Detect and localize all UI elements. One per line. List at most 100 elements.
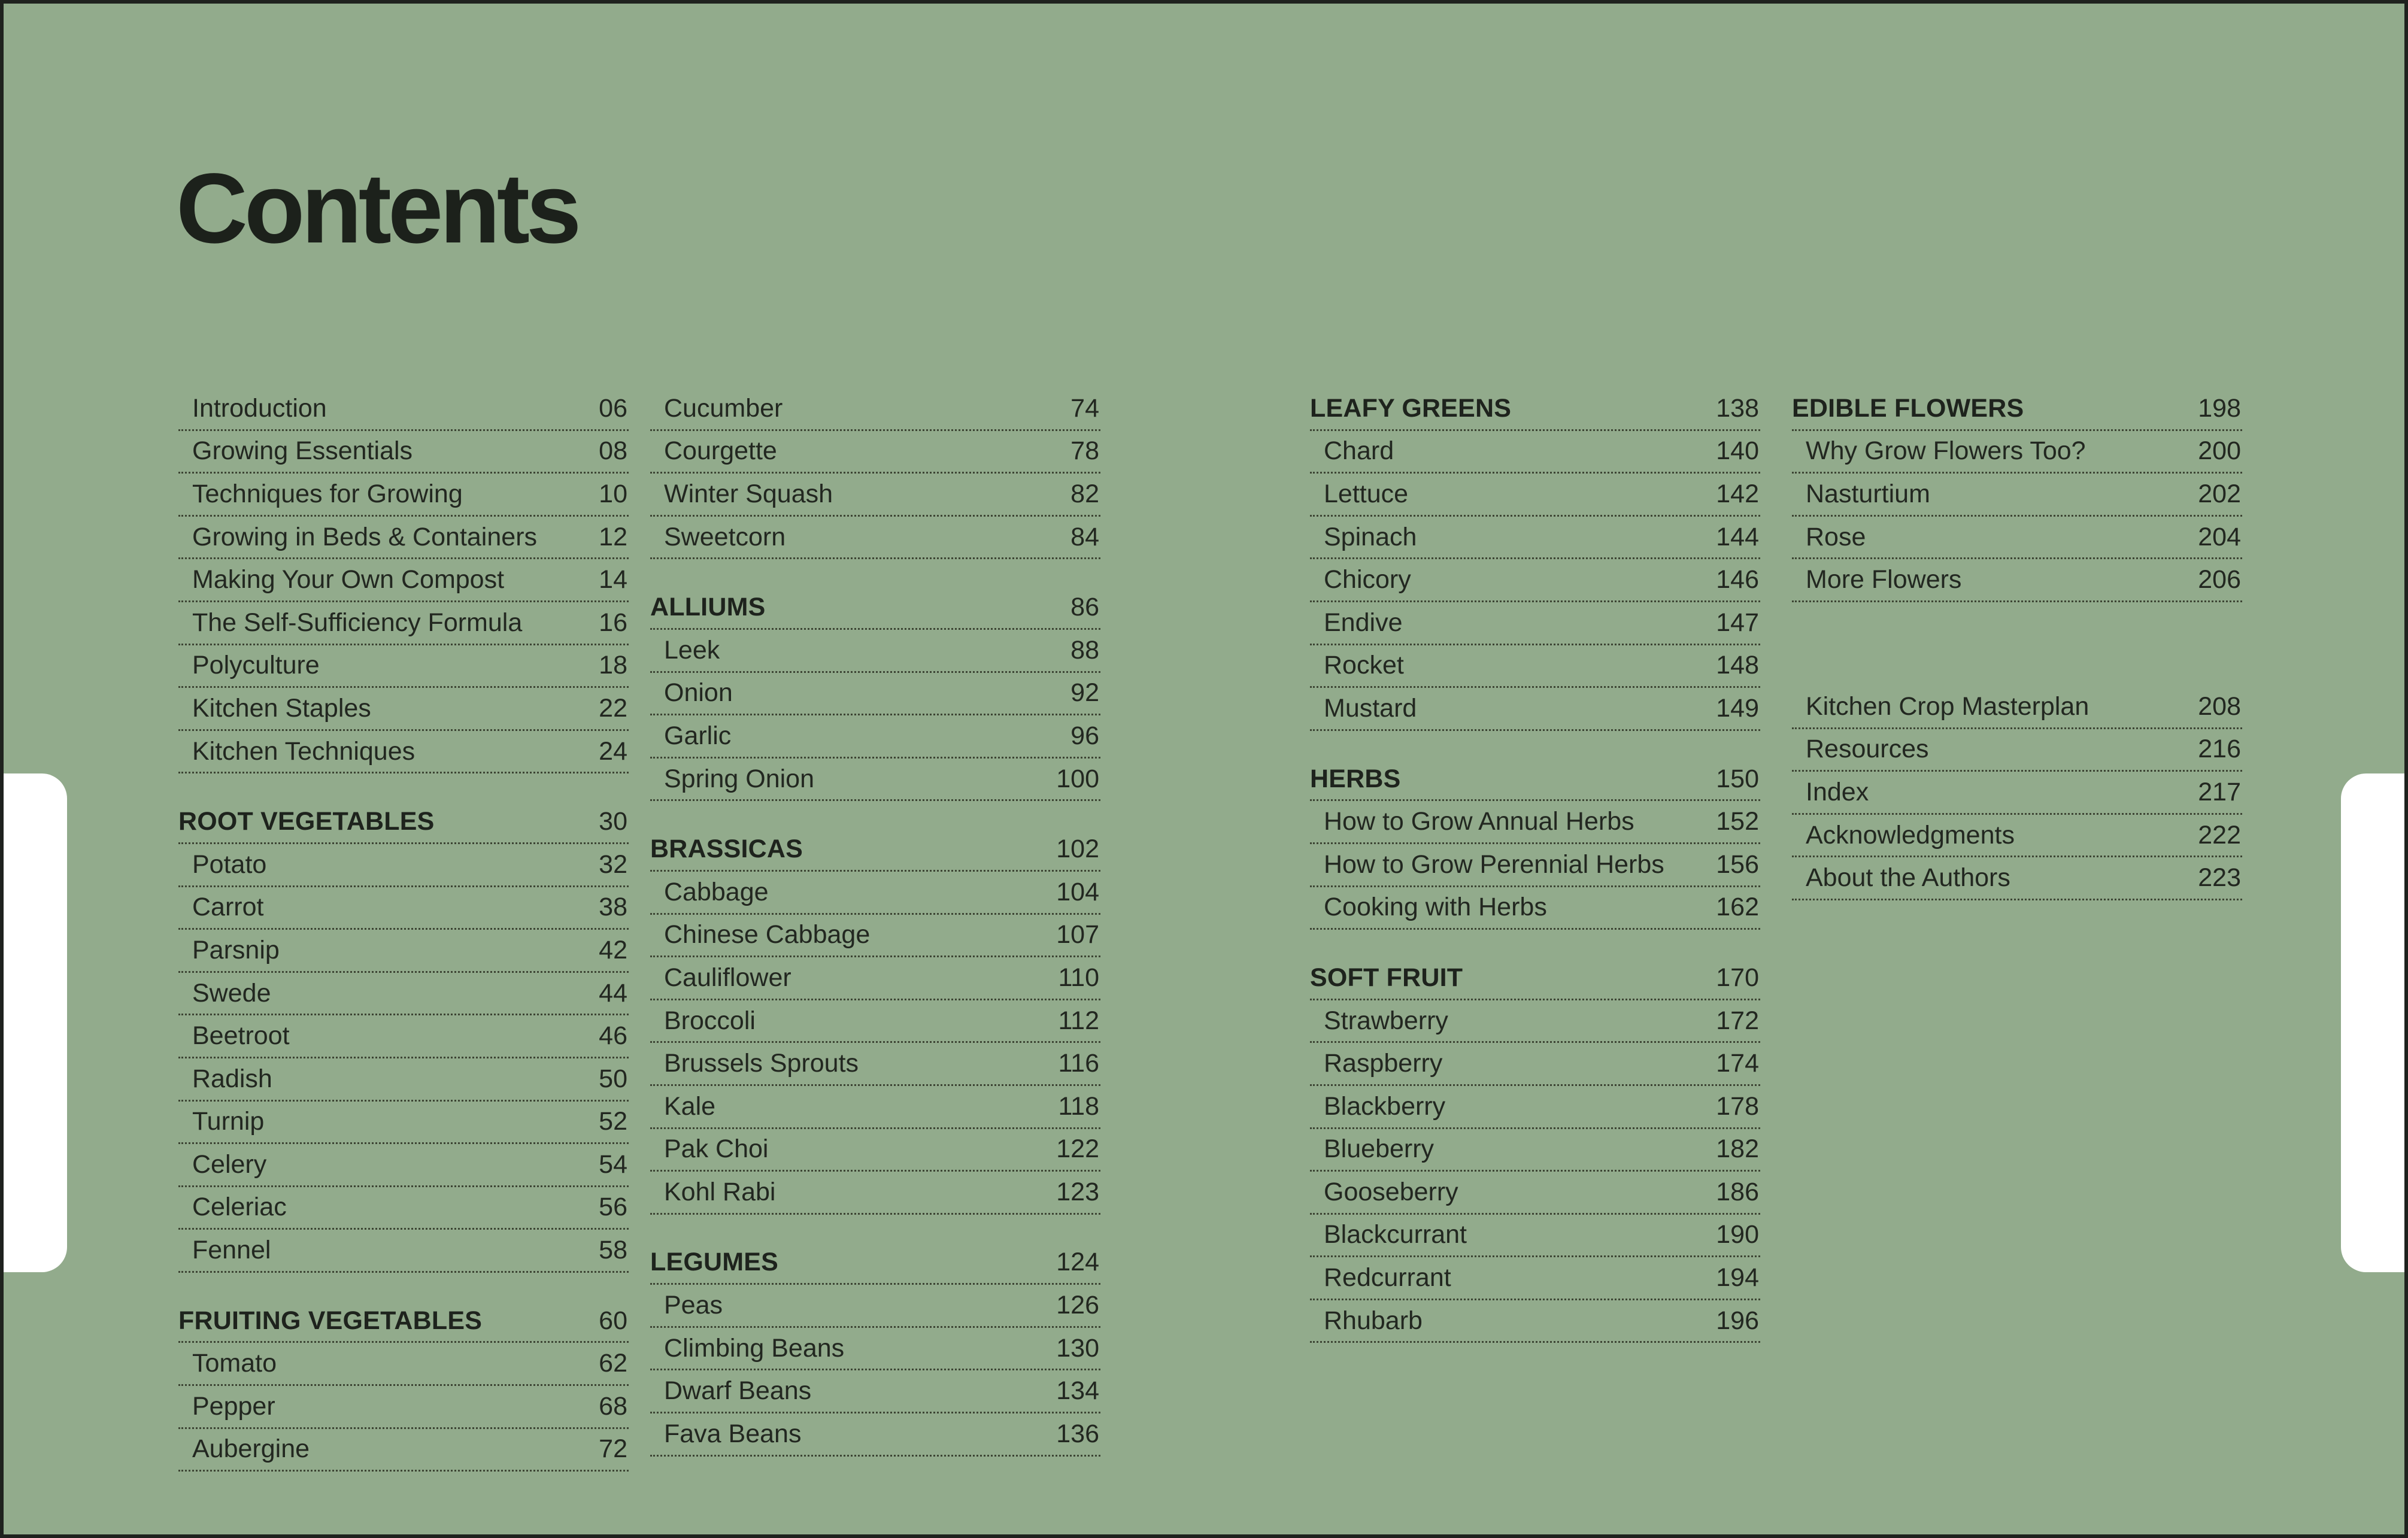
- toc-entry-page-number: 82: [1070, 479, 1099, 508]
- toc-entry-label: Growing Essentials: [192, 436, 413, 466]
- toc-entry-page-number: 146: [1716, 565, 1759, 594]
- toc-section-header-label: EDIBLE FLOWERS: [1792, 393, 2024, 423]
- toc-column-2: Cucumber 74 Courgette 78 Winter Squash 82 Swee…: [650, 388, 1100, 1457]
- toc-entry: About the Authors 223: [1792, 857, 2242, 900]
- toc-section-header-label: BRASSICAS: [650, 835, 803, 864]
- toc-entry: Redcurrant 194: [1310, 1257, 1760, 1300]
- toc-entry: Kitchen Crop Masterplan 208: [1792, 686, 2242, 729]
- toc-section-header-label: LEGUMES: [650, 1248, 779, 1277]
- toc-entry-label: Resources: [1806, 735, 1929, 764]
- toc-entry: Cabbage 104: [650, 872, 1100, 915]
- toc-section-header: BRASSICAS 102: [650, 829, 1100, 872]
- toc-entry: Winter Squash 82: [650, 474, 1100, 517]
- toc-entry-label: Celery: [192, 1149, 267, 1179]
- toc-entry: Chinese Cabbage 107: [650, 915, 1100, 958]
- toc-entry-label: Cucumber: [664, 393, 783, 423]
- toc-entry-label: Peas: [664, 1291, 723, 1320]
- toc-group: Kitchen Crop Masterplan 208 Resources 216 In…: [1792, 686, 2242, 900]
- toc-entry-page-number: 186: [1716, 1177, 1759, 1206]
- toc-entry-label: Endive: [1324, 608, 1403, 637]
- toc-entry-label: How to Grow Perennial Herbs: [1324, 850, 1664, 879]
- toc-entry-label: Kale: [664, 1091, 716, 1121]
- toc-entry-page-number: 217: [2198, 777, 2241, 806]
- toc-entry-page-number: 38: [599, 893, 627, 922]
- toc-entry-page-number: 118: [1058, 1091, 1099, 1121]
- toc-section-header-page-number: 124: [1056, 1248, 1099, 1277]
- toc-entry-label: Celeriac: [192, 1193, 287, 1222]
- toc-entry-page-number: 46: [599, 1021, 627, 1051]
- toc-group: SOFT FRUIT 170 Strawberry 172 Raspberry 174 Bl…: [1310, 957, 1760, 1343]
- toc-entry-label: Chinese Cabbage: [664, 920, 871, 950]
- toc-section-header-label: LEAFY GREENS: [1310, 393, 1512, 423]
- toc-section-header: FRUITING VEGETABLES 60: [178, 1300, 629, 1343]
- toc-entry: Introduction 06: [178, 388, 629, 431]
- toc-entry: Strawberry 172: [1310, 1000, 1760, 1043]
- toc-column-4: EDIBLE FLOWERS 198 Why Grow Flowers Too? 20…: [1792, 388, 2242, 900]
- toc-entry-label: Kohl Rabi: [664, 1177, 776, 1206]
- toc-entry: Celeriac 56: [178, 1187, 629, 1230]
- toc-entry: Rose 204: [1792, 517, 2242, 560]
- toc-section-header: LEAFY GREENS 138: [1310, 388, 1760, 431]
- toc-group: Cucumber 74 Courgette 78 Winter Squash 82 Swee…: [650, 388, 1100, 560]
- toc-entry-page-number: 88: [1070, 635, 1099, 665]
- toc-entry-label: Lettuce: [1324, 479, 1409, 508]
- toc-entry-label: The Self-Sufficiency Formula: [192, 608, 523, 637]
- toc-entry-label: Winter Squash: [664, 479, 833, 508]
- toc-entry: Cauliflower 110: [650, 957, 1100, 1000]
- toc-entry-page-number: 190: [1716, 1220, 1759, 1249]
- toc-entry-page-number: 24: [599, 736, 627, 766]
- toc-column-1: Introduction 06 Growing Essentials 08 Techni…: [178, 388, 629, 1472]
- toc-entry: Fennel 58: [178, 1230, 629, 1273]
- toc-entry-label: Brussels Sprouts: [664, 1049, 859, 1078]
- toc-group: HERBS 150 How to Grow Annual Herbs 152 How t…: [1310, 759, 1760, 930]
- toc-entry-label: Carrot: [192, 893, 264, 922]
- toc-entry: Kale 118: [650, 1086, 1100, 1129]
- toc-entry-label: More Flowers: [1806, 565, 1962, 594]
- toc-entry-page-number: 182: [1716, 1134, 1759, 1164]
- toc-entry-page-number: 142: [1716, 479, 1759, 508]
- toc-entry-page-number: 122: [1056, 1134, 1099, 1164]
- toc-entry-page-number: 152: [1716, 807, 1759, 836]
- toc-entry: Polyculture 18: [178, 645, 629, 688]
- toc-entry: Pepper 68: [178, 1386, 629, 1429]
- toc-entry-page-number: 96: [1070, 721, 1099, 750]
- toc-entry-label: Techniques for Growing: [192, 479, 463, 508]
- toc-entry-page-number: 78: [1070, 436, 1099, 466]
- toc-group: EDIBLE FLOWERS 198 Why Grow Flowers Too? 20…: [1792, 388, 2242, 602]
- toc-entry: Techniques for Growing 10: [178, 474, 629, 517]
- toc-entry-label: Kitchen Staples: [192, 693, 371, 723]
- toc-entry-label: Aubergine: [192, 1434, 310, 1464]
- toc-entry-page-number: 72: [599, 1434, 627, 1464]
- toc-entry-page-number: 56: [599, 1193, 627, 1222]
- toc-entry: Carrot 38: [178, 887, 629, 930]
- toc-entry-page-number: 62: [599, 1349, 627, 1378]
- toc-entry: Rocket 148: [1310, 645, 1760, 688]
- toc-section-header-label: ROOT VEGETABLES: [178, 807, 435, 836]
- toc-entry-page-number: 174: [1716, 1049, 1759, 1078]
- toc-section-header-page-number: 86: [1070, 593, 1099, 622]
- toc-section-header-label: FRUITING VEGETABLES: [178, 1306, 483, 1335]
- toc-entry-label: Spinach: [1324, 522, 1417, 551]
- toc-group: BRASSICAS 102 Cabbage 104 Chinese Cabbage 107…: [650, 829, 1100, 1215]
- toc-entry-page-number: 12: [599, 522, 627, 551]
- toc-section-header: SOFT FRUIT 170: [1310, 957, 1760, 1000]
- toc-entry: Raspberry 174: [1310, 1043, 1760, 1086]
- toc-entry: The Self-Sufficiency Formula 16: [178, 602, 629, 645]
- toc-entry-page-number: 54: [599, 1149, 627, 1179]
- toc-entry-label: Blackberry: [1324, 1091, 1446, 1121]
- toc-entry-label: Swede: [192, 978, 271, 1008]
- toc-entry-label: Raspberry: [1324, 1049, 1443, 1078]
- toc-entry-page-number: 68: [599, 1391, 627, 1421]
- toc-entry: Blueberry 182: [1310, 1129, 1760, 1172]
- toc-entry-page-number: 149: [1716, 693, 1759, 723]
- toc-section-header-page-number: 30: [599, 807, 627, 836]
- toc-entry-label: Onion: [664, 678, 733, 708]
- toc-entry-page-number: 10: [599, 479, 627, 508]
- toc-entry-page-number: 16: [599, 608, 627, 637]
- toc-entry-label: Fava Beans: [664, 1419, 802, 1448]
- toc-group: FRUITING VEGETABLES 60 Tomato 62 Pepper 68 Aub…: [178, 1300, 629, 1472]
- left-page-thumb-tab: [4, 773, 67, 1272]
- toc-section-header-label: HERBS: [1310, 764, 1401, 793]
- toc-entry-page-number: 112: [1058, 1006, 1099, 1035]
